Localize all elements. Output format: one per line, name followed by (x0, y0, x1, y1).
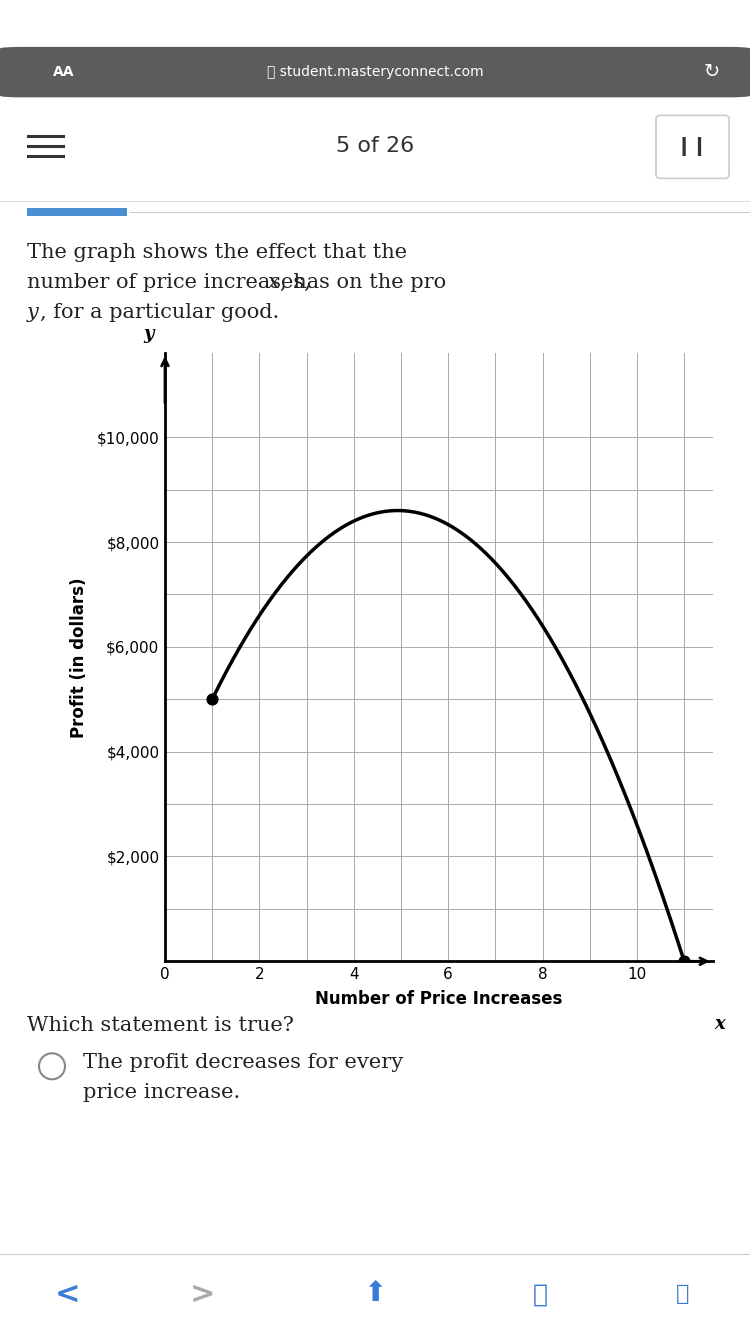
Text: AA: AA (53, 64, 74, 79)
Text: 5 of 26: 5 of 26 (336, 136, 414, 156)
Circle shape (39, 1054, 65, 1079)
Point (678, 951, 690, 972)
Text: x: x (268, 273, 280, 292)
Text: ↻: ↻ (704, 63, 720, 81)
Text: x: x (714, 1015, 725, 1033)
Point (206, 688, 218, 710)
Text: 🔒 student.masteryconnect.com: 🔒 student.masteryconnect.com (267, 64, 483, 79)
Text: The graph shows the effect that the: The graph shows the effect that the (27, 243, 407, 263)
Text: ❙❙: ❙❙ (676, 137, 708, 156)
Text: y: y (27, 303, 39, 323)
FancyBboxPatch shape (0, 47, 750, 97)
Text: Which statement is true?: Which statement is true? (27, 1017, 294, 1035)
X-axis label: Number of Price Increases: Number of Price Increases (315, 990, 562, 1009)
Text: The profit decreases for every: The profit decreases for every (83, 1054, 404, 1073)
Text: ⬆: ⬆ (363, 1279, 387, 1306)
Text: number of price increases,: number of price increases, (27, 273, 317, 292)
Text: 📖: 📖 (532, 1282, 548, 1306)
Text: , has on the pro: , has on the pro (280, 273, 446, 292)
Text: , for a particular good.: , for a particular good. (40, 303, 279, 323)
FancyBboxPatch shape (656, 115, 729, 179)
Text: TFW: TFW (38, 15, 72, 29)
Y-axis label: Profit (in dollars): Profit (in dollars) (70, 578, 88, 738)
Text: price increase.: price increase. (83, 1083, 240, 1102)
Text: <: < (55, 1279, 80, 1309)
Text: 34%: 34% (680, 15, 712, 29)
Bar (27, 208, 127, 216)
Text: ⧈: ⧈ (676, 1285, 689, 1305)
Text: 20:35: 20:35 (350, 15, 400, 29)
Text: >: > (190, 1279, 215, 1309)
Text: y: y (143, 325, 154, 343)
